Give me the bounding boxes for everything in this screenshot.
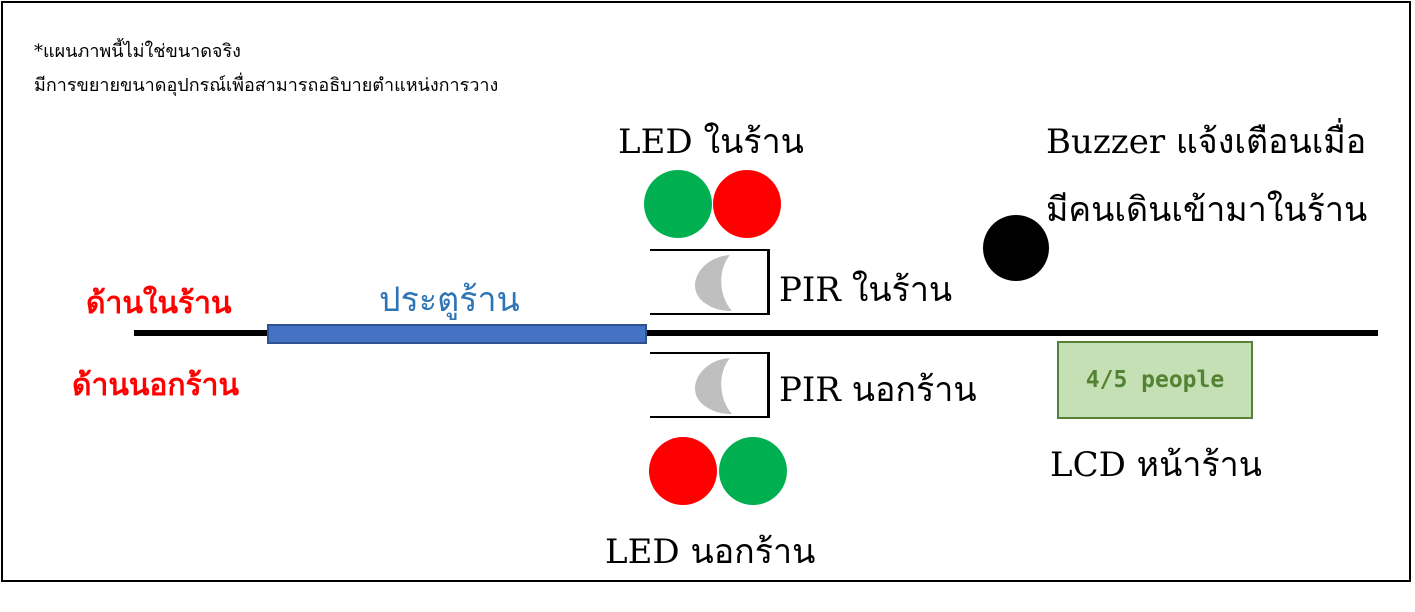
led-outside-label: LED นอกร้าน bbox=[605, 532, 816, 572]
led-outside-green bbox=[719, 437, 787, 505]
inside-store-label: ด้านในร้าน bbox=[86, 286, 232, 321]
door-label: ประตูร้าน bbox=[379, 280, 520, 320]
note-enlarged-devices: มีการขยายขนาดอุปกรณ์เพื่อสามารถอธิบายตำแ… bbox=[34, 75, 499, 96]
buzzer-label-line2: มีคนเดินเข้ามาในร้าน bbox=[1046, 190, 1368, 230]
pir-outside-sensor bbox=[650, 352, 770, 418]
note-not-to-scale: *แผนภาพนี้ไม่ใช่ขนาดจริง bbox=[34, 41, 241, 62]
door-bar bbox=[267, 324, 647, 344]
lcd-display: 4/5 people bbox=[1057, 341, 1253, 419]
pir-outside-label: PIR นอกร้าน bbox=[779, 370, 977, 410]
pir-outside-dome-icon bbox=[695, 358, 732, 414]
outside-store-label: ด้านนอกร้าน bbox=[72, 368, 239, 403]
led-inside-red bbox=[713, 170, 781, 238]
led-inside-label: LED ในร้าน bbox=[618, 122, 804, 162]
pir-inside-dome-icon bbox=[695, 255, 732, 311]
lcd-label: LCD หน้าร้าน bbox=[1050, 445, 1263, 485]
wall-line bbox=[134, 330, 1378, 336]
buzzer bbox=[983, 215, 1049, 281]
led-inside-green bbox=[644, 170, 712, 238]
buzzer-label-line1: Buzzer แจ้งเตือนเมื่อ bbox=[1046, 122, 1367, 162]
lcd-display-text: 4/5 people bbox=[1085, 367, 1225, 393]
pir-inside-label: PIR ในร้าน bbox=[779, 270, 953, 310]
led-outside-red bbox=[649, 437, 717, 505]
pir-inside-sensor bbox=[650, 249, 770, 315]
